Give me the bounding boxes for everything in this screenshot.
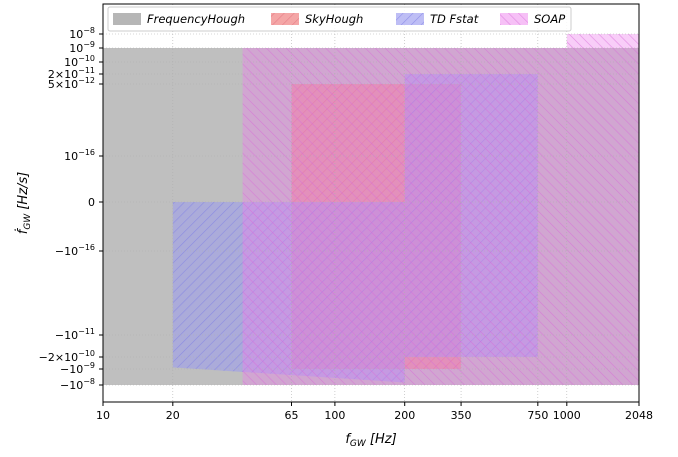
x-tick-label: 100 [324,409,345,422]
x-tick-label: 200 [394,409,415,422]
x-tick-label: 2048 [625,409,653,422]
legend-label-frequencyhough: FrequencyHough [147,12,245,26]
legend-swatch-frequencyhough [113,13,141,25]
legend-swatch-hatch-skyhough [271,13,299,25]
x-tick-label: 750 [527,409,548,422]
y-tick-label: −2×10−10 [39,349,95,364]
y-tick-label: −10−16 [55,243,95,258]
y-tick-label: 0 [88,196,95,209]
x-tick-label: 1000 [553,409,581,422]
x-axis-label: fGW [Hz] [345,432,396,449]
legend: FrequencyHough SkyHough TD Fstat SOAP [107,6,572,32]
legend-label-td-fstat: TD Fstat [430,12,479,26]
legend-swatch-hatch-td-fstat [396,13,424,25]
regions-layer [103,34,639,385]
y-axis-label: ḟGW [Hz/s] [14,172,33,234]
y-tick-label: 10−9 [69,40,95,55]
legend-label-skyhough: SkyHough [305,12,363,26]
legend-swatch-hatch-soap [500,13,528,25]
y-tick-label: −10−11 [55,327,95,342]
plot-frame [102,3,640,403]
x-tick-label: 20 [166,409,180,422]
legend-box [107,6,572,32]
x-tick-label: 350 [451,409,472,422]
y-tick-label: 10−10 [64,54,95,69]
region-soap-1-hatch [242,48,567,385]
y-tick-label: −10−8 [60,377,95,392]
y-tick-label: 2×10−11 [48,66,95,81]
y-tick-label: −10−9 [60,361,95,376]
x-tick-label: 10 [96,409,110,422]
x-tick-label: 65 [285,409,299,422]
y-tick-label: 5×10−12 [48,76,95,91]
axes-layer: 10 20 65 100 200 350 750 1000 2048 10−810−910−102… [14,3,653,449]
y-tick-label: 10−16 [64,148,95,163]
y-tick-label: 10−8 [69,26,95,41]
legend-label-soap: SOAP [534,12,565,26]
region-soap-2-hatch [566,34,639,385]
